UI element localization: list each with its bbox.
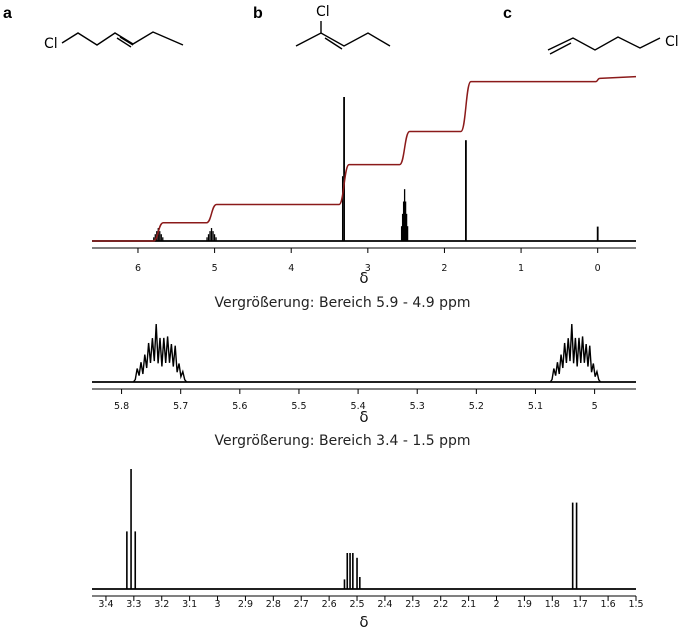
zoom2-tick-label: 3.3 [126, 599, 141, 610]
zoom1-tick-label: 5.4 [351, 401, 366, 412]
zoom2-tick-label: 3 [215, 599, 221, 610]
zoom1-tick-label: 5.1 [528, 401, 543, 412]
zoom2-tick-label: 1.7 [573, 599, 588, 610]
zoom2-tick-label: 2.3 [405, 599, 420, 610]
zoom1-tick-label: 5 [592, 401, 598, 412]
zoom1-multiplet [132, 324, 188, 383]
zoom2-tick-label: 3.2 [154, 599, 169, 610]
zoom2-tick-label: 2 [493, 599, 499, 610]
zoom-title-2: Vergrößerung: Bereich 3.4 - 1.5 ppm [214, 433, 471, 449]
zoom2-tick-label: 2.7 [294, 599, 309, 610]
zoom1-tick-label: 5.8 [114, 401, 129, 412]
zoom-title-1: Vergrößerung: Bereich 5.9 - 4.9 ppm [214, 295, 471, 311]
panel-label-b: b [253, 5, 263, 22]
zoom1-xlabel: δ [359, 408, 368, 426]
zoom2-tick-label: 2.1 [461, 599, 476, 610]
zoom2-tick-label: 2.4 [377, 599, 392, 610]
zoom2-tick-label: 1.9 [517, 599, 532, 610]
chlorine-label-c: Cl [665, 34, 679, 50]
main-xlabel: δ [359, 269, 368, 287]
zoom2-tick-label: 1.6 [601, 599, 616, 610]
zoom1-tick-label: 5.2 [469, 401, 484, 412]
zoom1-tick-label: 5.5 [291, 401, 306, 412]
main-tick-label: 5 [212, 263, 218, 274]
molecule-c-structure: Cl [547, 34, 679, 55]
main-tick-label: 4 [288, 263, 294, 274]
zoom2-tick-label: 2.2 [433, 599, 448, 610]
zoom2-xlabel: δ [359, 613, 368, 631]
zoom2-tick-label: 3.4 [98, 599, 113, 610]
zoom2-tick-label: 3.1 [182, 599, 197, 610]
molecule-b-structure: Cl [295, 4, 391, 50]
main-tick-label: 3 [365, 263, 371, 274]
main-tick-label: 6 [135, 263, 141, 274]
zoom2-tick-label: 1.5 [628, 599, 643, 610]
chlorine-label-a: Cl [44, 36, 58, 52]
zoom1-tick-label: 5.6 [232, 401, 247, 412]
integral-curve [92, 75, 637, 242]
zoom2-tick-label: 2.6 [322, 599, 337, 610]
panel-label-a: a [3, 5, 12, 22]
main-tick-label: 2 [441, 263, 447, 274]
main-tick-label: 1 [518, 263, 524, 274]
panel-label-c: c [503, 5, 512, 22]
zoom2-tick-label: 2.5 [349, 599, 364, 610]
zoom1-multiplet [549, 324, 602, 383]
zoom2-tick-label: 2.8 [266, 599, 281, 610]
zoom2-tick-label: 2.9 [238, 599, 253, 610]
chlorine-label-b: Cl [316, 4, 330, 20]
zoom2-tick-label: 1.8 [545, 599, 560, 610]
molecule-a-structure: Cl [44, 31, 184, 52]
main-tick-label: 0 [595, 263, 601, 274]
zoom1-tick-label: 5.3 [410, 401, 425, 412]
zoom1-tick-label: 5.7 [173, 401, 188, 412]
